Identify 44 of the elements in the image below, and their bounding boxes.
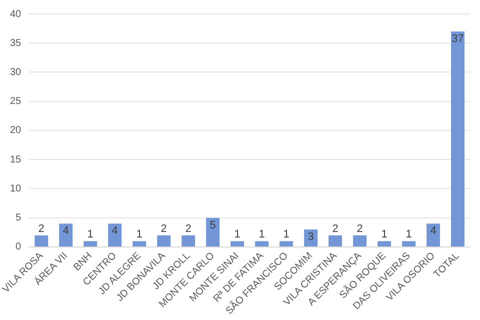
data-label: 1 — [283, 228, 290, 241]
bar — [426, 224, 440, 246]
data-label: 5 — [210, 219, 216, 232]
data-label: 1 — [136, 228, 142, 241]
data-label: 2 — [185, 222, 192, 235]
data-label: 4 — [430, 225, 436, 238]
data-label: 3 — [308, 231, 314, 244]
data-label: 4 — [62, 225, 69, 238]
bar — [84, 241, 98, 246]
y-tick-label: 10 — [10, 183, 22, 194]
bar — [255, 241, 269, 246]
y-tick-label: 20 — [10, 125, 22, 136]
y-tick-label: 25 — [10, 96, 22, 108]
data-label: 1 — [381, 228, 388, 241]
bar — [280, 241, 294, 246]
bar — [59, 224, 73, 246]
bar — [157, 235, 171, 246]
data-label: 37 — [452, 33, 464, 46]
y-tick-label: 30 — [10, 66, 22, 78]
bar — [206, 218, 220, 246]
bar — [451, 31, 464, 246]
data-label: 1 — [258, 228, 265, 241]
data-label: 1 — [406, 228, 412, 241]
bar — [378, 241, 392, 246]
bar — [328, 235, 342, 246]
bar — [402, 241, 416, 246]
data-label: 2 — [332, 222, 338, 235]
bar — [353, 235, 367, 246]
y-tick-label: 40 — [10, 8, 22, 20]
data-label: 4 — [112, 225, 118, 238]
y-tick-label: 5 — [16, 212, 22, 224]
data-label: 2 — [38, 222, 44, 235]
bar — [34, 235, 48, 246]
data-label: 1 — [234, 228, 240, 241]
bar — [182, 235, 196, 246]
y-tick-label: 15 — [10, 154, 22, 166]
bar — [132, 241, 146, 246]
y-tick-label: 0 — [16, 242, 22, 253]
data-label: 2 — [160, 222, 167, 235]
bar — [108, 224, 122, 246]
bar — [230, 241, 244, 246]
data-label: 2 — [356, 222, 363, 235]
data-label: 1 — [87, 228, 94, 241]
y-tick-label: 35 — [10, 38, 22, 49]
